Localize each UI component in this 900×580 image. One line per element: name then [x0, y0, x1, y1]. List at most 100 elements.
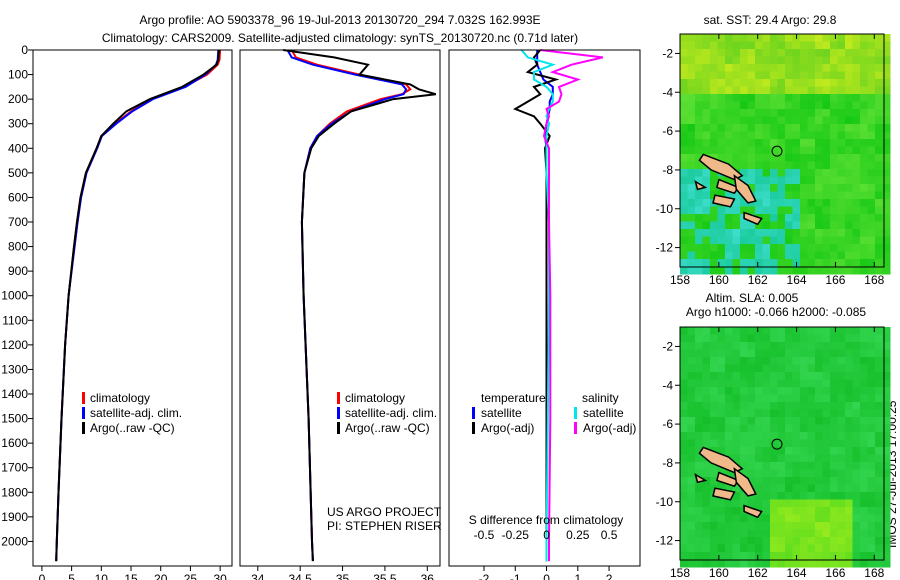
map-cell	[875, 229, 883, 237]
map-cell	[882, 357, 891, 365]
map-cell	[822, 327, 831, 335]
map-cell	[807, 251, 816, 260]
map-cell	[837, 342, 846, 350]
map-cell	[852, 259, 861, 267]
map-cell	[777, 221, 786, 230]
x-tick-label: 2	[606, 572, 613, 580]
map-cell	[762, 236, 771, 245]
map-cell	[815, 507, 823, 515]
x-tick-label: 168	[864, 566, 884, 580]
map-cell	[875, 439, 883, 448]
map-cell	[837, 229, 846, 237]
map-cell	[777, 387, 786, 395]
legend-label: climatology	[90, 391, 150, 405]
map-cell	[755, 199, 763, 207]
map-cell	[747, 327, 756, 335]
map-cell	[822, 86, 831, 95]
map-cell	[762, 71, 771, 80]
legend-label: climatology	[345, 391, 405, 405]
map-cell	[815, 251, 823, 260]
map-cell	[777, 251, 786, 260]
map-cell	[845, 116, 853, 125]
map-cell	[785, 409, 793, 418]
map-cell	[777, 229, 786, 237]
map-cell	[770, 161, 778, 170]
map-cell	[792, 469, 801, 478]
map-cell	[867, 484, 876, 493]
map-cell	[680, 499, 688, 508]
map-cell	[882, 454, 891, 463]
map-cell	[725, 432, 733, 440]
map-cell	[710, 484, 718, 493]
map-cell	[875, 161, 883, 170]
map-cell	[792, 529, 801, 538]
map-cell	[852, 94, 861, 102]
map-cell	[755, 417, 763, 425]
map-cell	[822, 71, 831, 80]
map-cell	[792, 146, 801, 155]
island-coastline	[733, 467, 757, 497]
map-cell	[837, 522, 846, 530]
map-cell	[822, 402, 831, 410]
map-cell	[807, 387, 816, 395]
map-cell	[770, 236, 778, 245]
y-tick-label: 300	[8, 117, 28, 131]
map-cell	[807, 49, 816, 57]
map-cell	[867, 379, 876, 388]
map-cell	[762, 334, 771, 343]
map-cell	[785, 176, 793, 185]
map-cell	[702, 184, 711, 192]
map-cell	[792, 94, 801, 102]
map-cell	[882, 214, 891, 222]
map-cell	[762, 154, 771, 162]
map-cell	[740, 372, 748, 380]
map-cell	[680, 514, 688, 523]
map-cell	[740, 34, 748, 42]
map-cell	[687, 522, 696, 530]
map-cell	[785, 101, 793, 110]
map-cell	[770, 86, 778, 95]
map-cell	[830, 477, 838, 485]
map-cell	[710, 529, 718, 538]
map-cell	[695, 221, 703, 230]
title-line-1: Argo profile: AO 5903378_96 19-Jul-2013 …	[140, 13, 541, 27]
map-cell	[740, 49, 748, 57]
map-cell	[815, 259, 823, 267]
y-tick-label: 0	[21, 43, 28, 57]
map-cell	[680, 154, 688, 162]
map-cell	[845, 507, 853, 515]
map-cell	[882, 492, 891, 500]
map-cell	[680, 146, 688, 155]
map-cell	[807, 402, 816, 410]
map-cell	[815, 484, 823, 493]
map-cell	[845, 342, 853, 350]
map-cell	[792, 154, 801, 162]
map-cell	[770, 116, 778, 125]
map-cell	[837, 251, 846, 260]
map-cell	[830, 109, 838, 117]
map-cell	[702, 64, 711, 72]
map-cell	[785, 34, 793, 42]
map-cell	[800, 342, 808, 350]
map-cell	[800, 394, 808, 403]
map-cell	[845, 49, 853, 57]
map-cell	[815, 334, 823, 343]
map-cell	[762, 266, 771, 275]
map-cell	[800, 176, 808, 185]
map-cell	[822, 124, 831, 132]
map-cell	[762, 41, 771, 50]
map-cell	[792, 191, 801, 200]
map-cell	[867, 34, 876, 42]
map-cell	[815, 176, 823, 185]
map-cell	[732, 357, 741, 365]
map-cell	[860, 559, 868, 568]
map-cell	[860, 124, 868, 132]
map-cell	[867, 64, 876, 72]
map-cell	[860, 229, 868, 237]
map-cell	[777, 462, 786, 470]
map-cell	[762, 499, 771, 508]
map-cell	[702, 477, 711, 485]
map-cell	[792, 372, 801, 380]
map-cell	[680, 507, 688, 515]
map-cell	[785, 462, 793, 470]
